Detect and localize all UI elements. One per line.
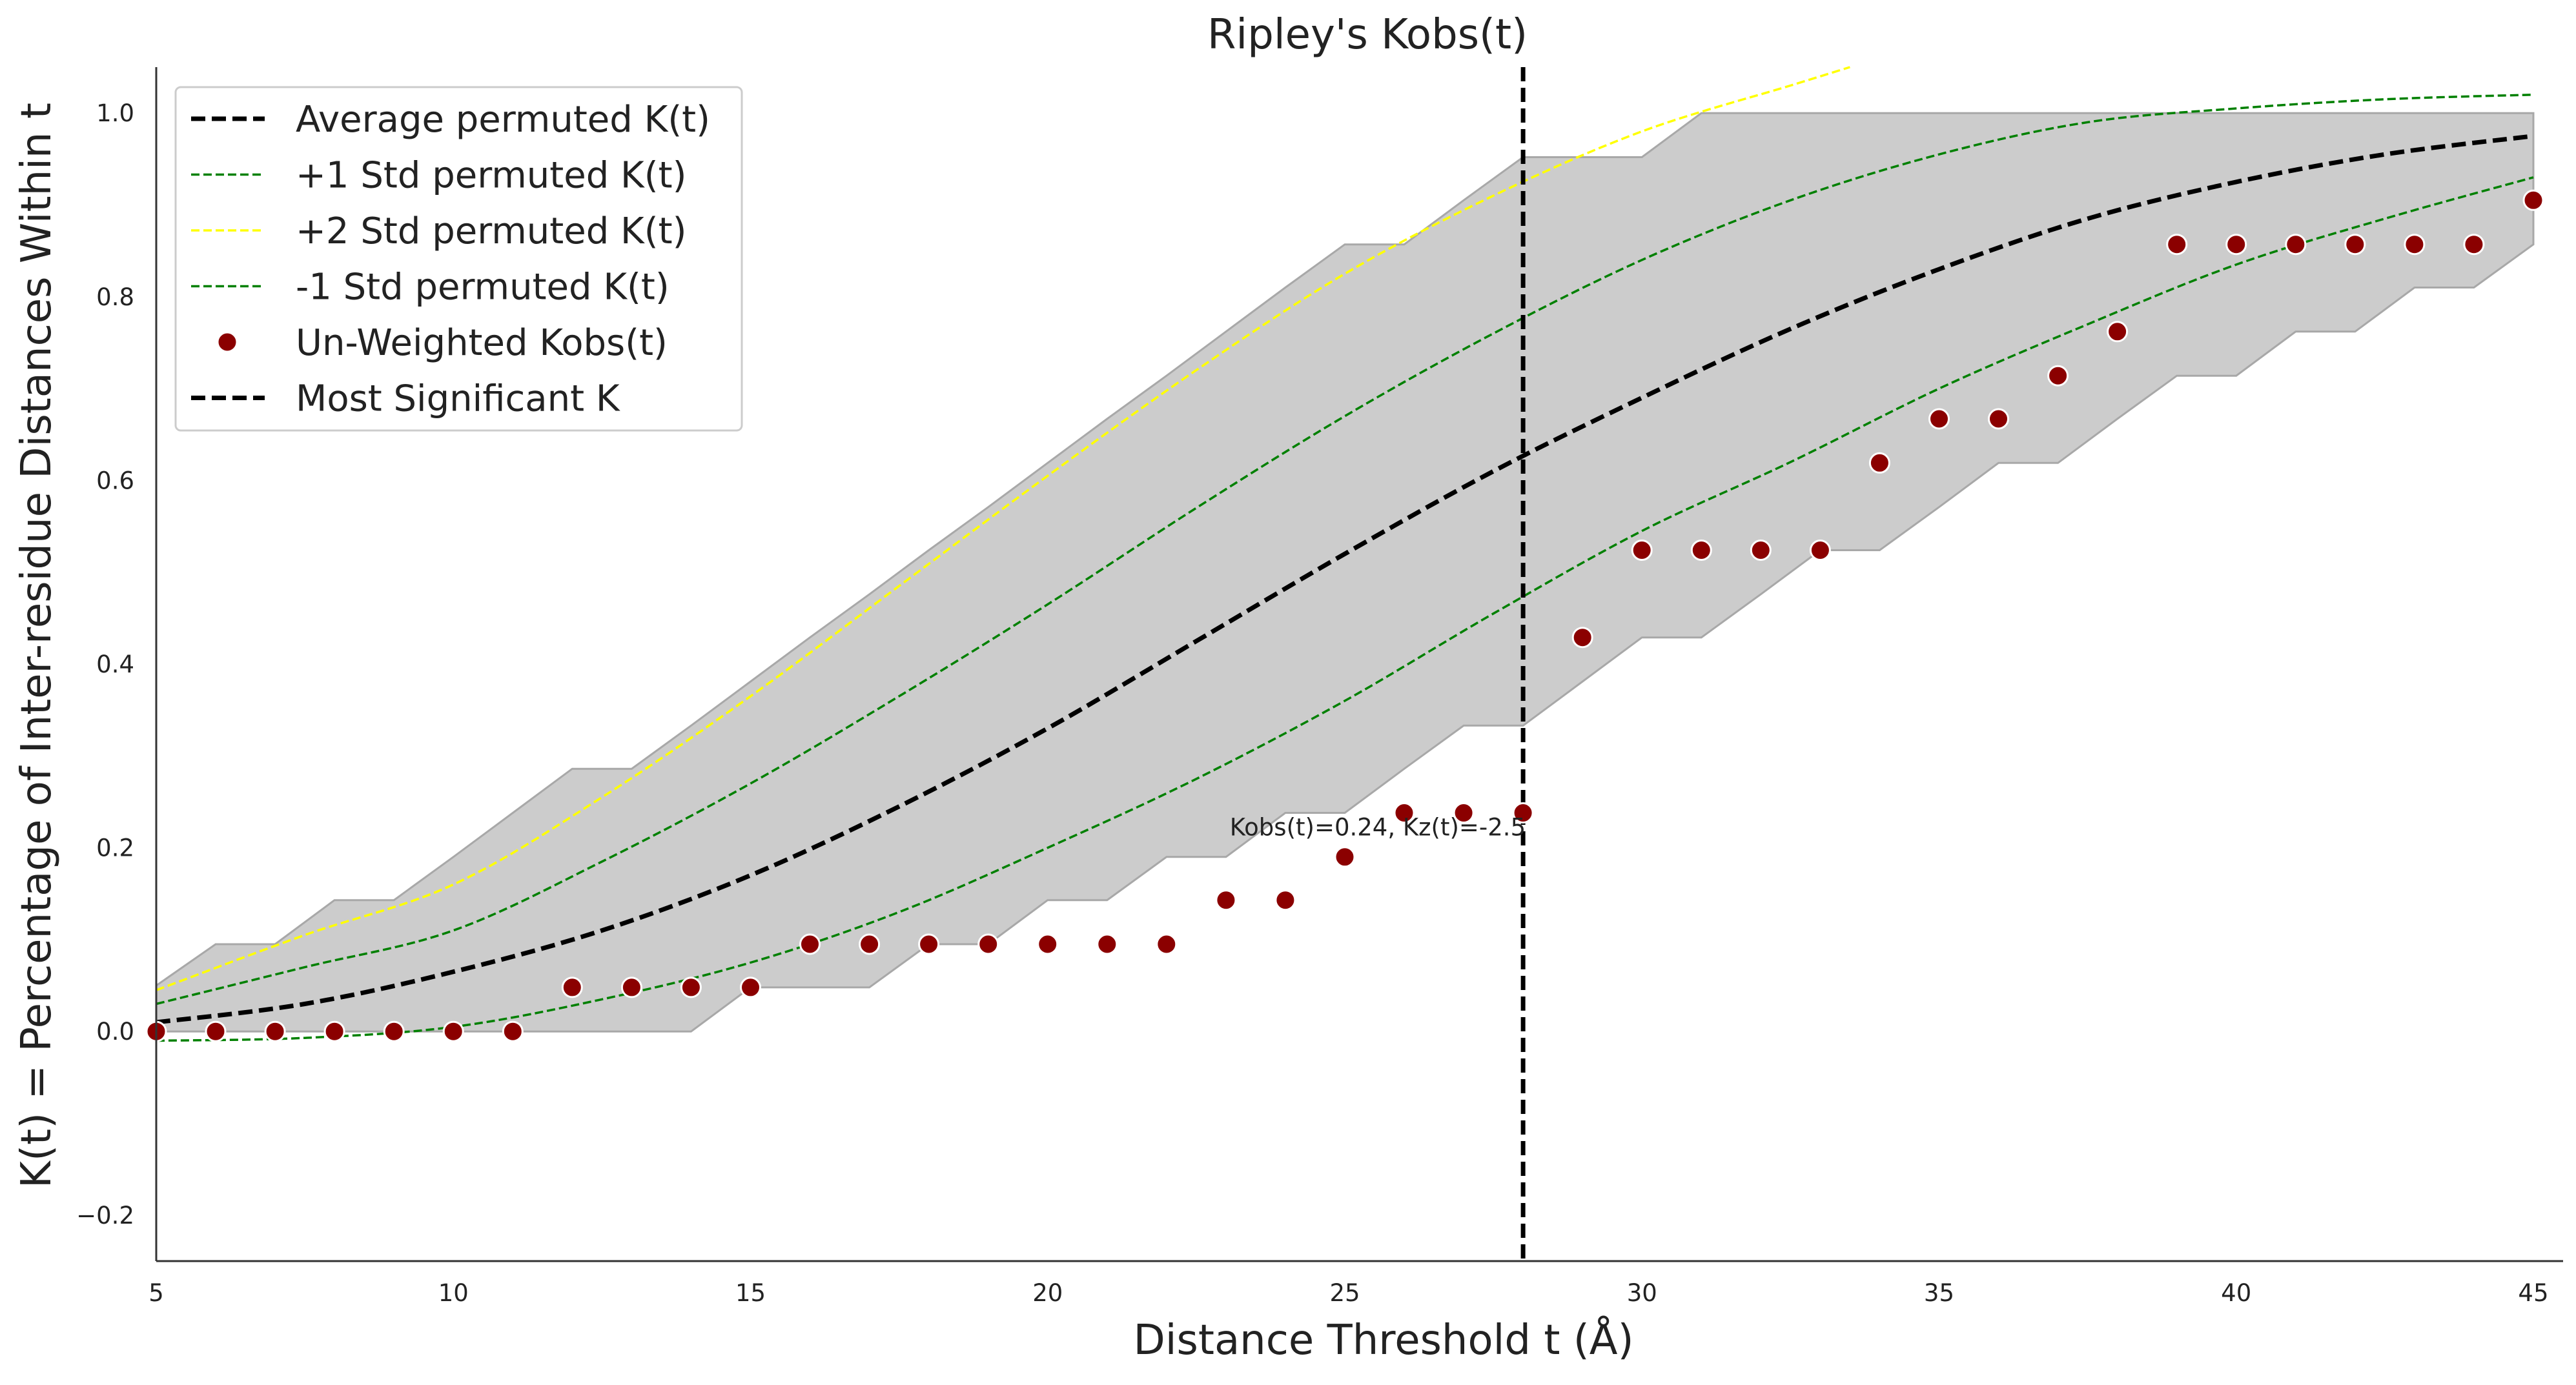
- permutation-envelope: [155, 112, 2535, 1033]
- kobs-point: [1274, 889, 1296, 911]
- kobs-point: [561, 976, 583, 998]
- kobs-point: [2344, 234, 2366, 256]
- envelope-band: [155, 112, 2535, 1033]
- kobs-point: [2047, 365, 2069, 387]
- kobs-point: [1750, 540, 1772, 561]
- kobs-point: [1988, 408, 2009, 430]
- kobs-point: [977, 933, 999, 955]
- legend-marker: [216, 331, 238, 353]
- kobs-point: [1037, 933, 1059, 955]
- kobs-point: [2107, 321, 2129, 343]
- kobs-point: [383, 1020, 405, 1042]
- x-tick-labels: 5 10 15 20 25 30 35 40 45: [148, 1279, 2548, 1307]
- legend-label: +2 Std permuted K(t): [296, 210, 686, 252]
- legend-label: Average permuted K(t): [296, 99, 710, 141]
- y-tick-label: 0.0: [96, 1018, 134, 1046]
- kobs-point: [1156, 933, 1178, 955]
- observed-points: [145, 189, 2544, 1042]
- y-axis-label: K(t) = Percentage of Inter-residue Dista…: [13, 103, 61, 1188]
- kobs-point: [740, 976, 761, 998]
- x-tick-label: 20: [1032, 1279, 1063, 1307]
- kobs-point: [1571, 627, 1593, 649]
- x-axis-label: Distance Threshold t (Å): [1133, 1315, 1633, 1364]
- legend-items: Average permuted K(t) +1 Std permuted K(t…: [191, 99, 710, 420]
- y-tick-labels: −0.2 0.0 0.2 0.4 0.6 0.8 1.0: [76, 99, 134, 1229]
- kobs-point: [1690, 540, 1712, 561]
- kobs-point: [2225, 234, 2247, 256]
- kobs-point: [1334, 846, 1356, 868]
- kobs-point: [1215, 889, 1237, 911]
- y-tick-label: 1.0: [96, 99, 134, 127]
- kobs-point: [2285, 234, 2307, 256]
- x-tick-label: 45: [2518, 1279, 2548, 1307]
- legend-frame: [174, 86, 743, 432]
- legend-label: +1 Std permuted K(t): [296, 155, 686, 197]
- kobs-point: [859, 933, 881, 955]
- kobs-point: [1809, 540, 1831, 561]
- kobs-point: [2522, 189, 2544, 211]
- kobs-point: [918, 933, 940, 955]
- y-tick-label: 0.6: [96, 467, 134, 494]
- x-tick-label: 30: [1627, 1279, 1657, 1307]
- 1-std-permuted-k-t-line: [156, 176, 2534, 1042]
- x-tick-label: 40: [2221, 1279, 2251, 1307]
- legend: Average permuted K(t) +1 Std permuted K(t…: [174, 86, 743, 432]
- axes: [155, 67, 2563, 1262]
- kobs-point: [1512, 802, 1534, 824]
- kobs-point: [205, 1020, 227, 1042]
- y-tick-label: 0.8: [96, 283, 134, 311]
- kobs-point: [799, 933, 821, 955]
- y-tick-label: −0.2: [76, 1202, 134, 1229]
- x-tick-label: 5: [148, 1279, 164, 1307]
- 2-std-permuted-k-t-line: [156, 66, 1850, 991]
- kobs-point: [2404, 234, 2426, 256]
- x-tick-label: 15: [735, 1279, 766, 1307]
- kobs-point: [502, 1020, 524, 1042]
- y-tick-label: 0.4: [96, 651, 134, 678]
- kobs-point: [1393, 802, 1415, 824]
- y-tick-label: 0.2: [96, 834, 134, 862]
- kobs-point: [620, 976, 642, 998]
- average-permuted-k-t-line: [156, 134, 2534, 1025]
- kobs-point: [1631, 540, 1653, 561]
- kobs-annotation: Kobs(t)=0.24, Kz(t)=-2.5: [1230, 814, 1526, 842]
- x-tick-label: 10: [438, 1279, 469, 1307]
- chart-title: Ripley's Kobs(t): [1207, 11, 1528, 59]
- legend-label: Most Significant K: [296, 378, 620, 420]
- kobs-point: [2463, 234, 2485, 256]
- legend-label: -1 Std permuted K(t): [296, 267, 670, 308]
- legend-label: Un-Weighted Kobs(t): [296, 322, 668, 364]
- kobs-point: [442, 1020, 464, 1042]
- kobs-point: [323, 1020, 345, 1042]
- kobs-point: [264, 1020, 286, 1042]
- x-tick-label: 25: [1329, 1279, 1360, 1307]
- kobs-point: [1453, 802, 1475, 824]
- series-lines: [156, 66, 2534, 1042]
- kobs-point: [680, 976, 702, 998]
- kobs-point: [2166, 234, 2188, 256]
- x-tick-label: 35: [1924, 1279, 1954, 1307]
- 1-std-permuted-k-t-line: [156, 93, 2534, 1006]
- kobs-point: [1928, 408, 1950, 430]
- kobs-point: [1096, 933, 1118, 955]
- kobs-point: [1868, 452, 1890, 474]
